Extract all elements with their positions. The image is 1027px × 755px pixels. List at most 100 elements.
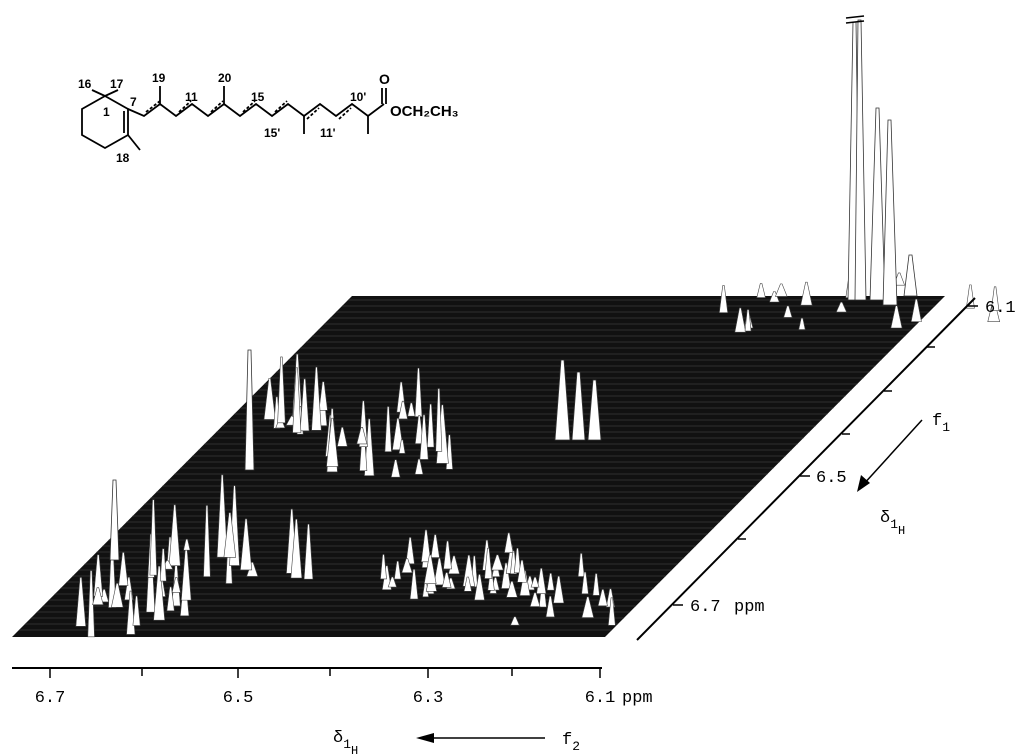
peak: [171, 577, 181, 593]
peak: [774, 283, 788, 297]
tick-label: 6.5: [816, 469, 847, 488]
peak: [546, 572, 555, 591]
peak: [419, 414, 429, 460]
peak: [426, 403, 435, 448]
sub: 1: [890, 517, 898, 532]
delta: δ: [333, 729, 343, 748]
atom-label: 19: [152, 71, 166, 85]
polyene-chain: [127, 102, 385, 118]
peak: [183, 538, 191, 551]
peak: [882, 119, 898, 306]
peak: [517, 559, 527, 583]
f1-axis: 6.1 6.5 6.7 ppm f1 δ1H: [636, 297, 1016, 641]
peak: [506, 580, 518, 598]
peak: [890, 305, 903, 329]
peak: [553, 575, 565, 604]
peak: [581, 571, 589, 595]
peak: [263, 377, 276, 420]
peak: [290, 518, 303, 579]
peak: [299, 378, 310, 432]
peak: [311, 366, 322, 431]
peak: [223, 512, 237, 558]
peak: [430, 534, 440, 558]
arrow-line: [861, 419, 923, 487]
atom-label: 7: [130, 95, 137, 109]
peak: [577, 553, 585, 577]
peak: [292, 367, 302, 433]
dim-index: 2: [572, 739, 580, 754]
tick-label: 6.7: [690, 598, 721, 617]
peak: [405, 537, 415, 565]
sub: 1: [343, 737, 351, 752]
peak: [394, 560, 402, 580]
tick-label: 6.3: [413, 689, 444, 708]
peak: [545, 595, 555, 618]
peak: [414, 458, 424, 475]
peak: [513, 547, 522, 574]
peak: [118, 552, 129, 586]
peak: [398, 400, 408, 420]
dim: f: [932, 412, 942, 431]
peak: [491, 554, 504, 571]
ring: [81, 94, 129, 150]
axis-line: [636, 297, 976, 641]
f2-axis: 6.7 6.5 6.3 6.1 ppm δ1H f2: [12, 667, 653, 755]
peak: [756, 283, 766, 298]
peak: [501, 562, 512, 589]
peak: [903, 254, 918, 297]
peak: [744, 309, 752, 332]
double-bond: [210, 100, 224, 113]
dimension-label: f2: [562, 731, 580, 754]
peak: [484, 547, 493, 579]
atom-label: 11': [320, 126, 336, 140]
peak: [783, 305, 793, 318]
unit-label: ppm: [734, 598, 765, 617]
dim-index: 1: [942, 420, 950, 435]
subsub: H: [351, 744, 358, 755]
peak: [92, 587, 104, 606]
peak: [420, 529, 432, 563]
peak: [240, 518, 253, 571]
oxygen-label: O: [379, 71, 390, 87]
atom-label: 18: [116, 151, 130, 165]
double-bond: [242, 100, 256, 113]
peak: [597, 589, 608, 607]
double-bond: [306, 107, 320, 120]
peak: [380, 554, 387, 580]
methyl-bond: [127, 134, 141, 151]
ester-label: OCH₂CH₃: [390, 103, 459, 120]
peak: [800, 281, 813, 306]
subsub: H: [898, 524, 905, 538]
shift-label: δ1H: [333, 729, 358, 755]
structure: 16 17 1 7 19 11 20 15 15' 11' 10' 18 O O…: [78, 71, 459, 165]
atom-label: 15: [251, 90, 265, 104]
methyl-bond: [91, 89, 106, 97]
atom-label: 11: [185, 90, 198, 104]
peak: [530, 576, 540, 588]
peak: [75, 577, 87, 627]
peak: [463, 576, 472, 592]
peak: [384, 406, 392, 453]
peak: [443, 540, 452, 570]
atom-label: 10': [350, 90, 366, 104]
peak: [407, 402, 416, 417]
peak: [401, 558, 413, 573]
peak: [277, 356, 286, 424]
peak: [474, 574, 485, 601]
peak: [571, 371, 586, 441]
peak: [910, 298, 922, 322]
peak: [448, 555, 460, 575]
peak: [153, 565, 166, 621]
peak: [318, 381, 328, 411]
tick-label: 6.5: [223, 689, 254, 708]
tick-label: 6.1: [985, 299, 1016, 318]
methyl-bond: [104, 89, 119, 97]
peak: [835, 301, 848, 313]
peak: [435, 388, 443, 452]
traces: [18, 299, 942, 631]
peak: [734, 307, 747, 333]
peak: [504, 532, 514, 553]
peak: [203, 505, 211, 578]
peak: [387, 576, 398, 588]
peak: [423, 554, 437, 584]
